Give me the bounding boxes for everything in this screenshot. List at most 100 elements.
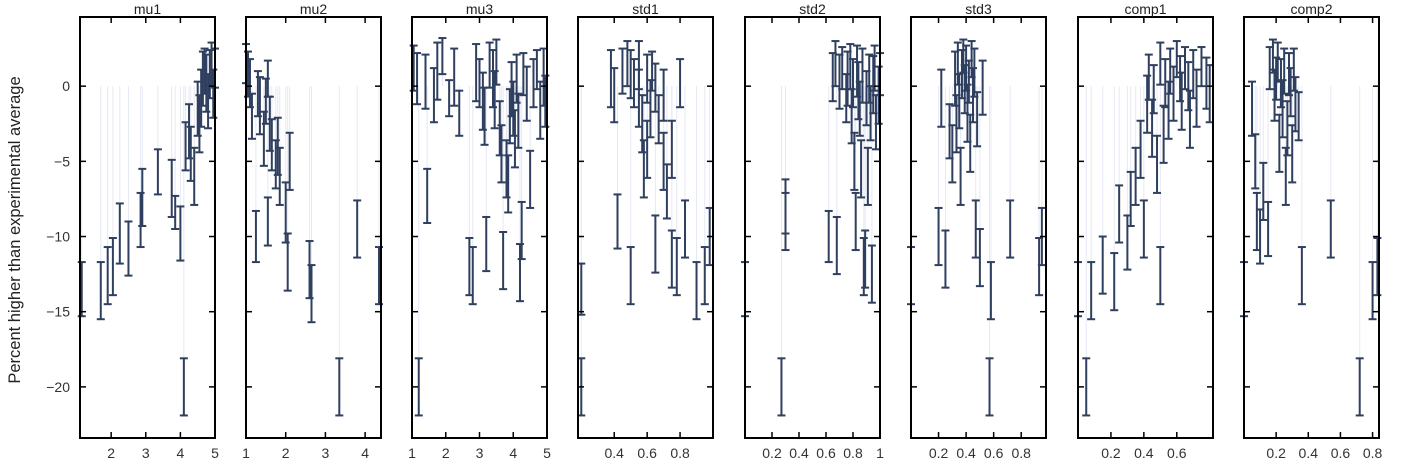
error-bar	[522, 65, 531, 122]
panel-title: mu3	[466, 1, 493, 17]
panel-title: mu1	[134, 1, 161, 17]
error-bar	[824, 209, 833, 264]
error-bar	[482, 215, 491, 273]
error-bar	[667, 229, 676, 289]
error-bar	[1184, 61, 1193, 112]
error-bar	[504, 154, 513, 214]
error-bar	[468, 246, 477, 306]
error-bar	[626, 246, 635, 306]
error-bar	[492, 38, 501, 86]
error-bar	[1006, 199, 1015, 259]
panel-frame	[79, 16, 216, 439]
error-bar	[514, 92, 523, 149]
x-tick-label: 0.2	[1101, 445, 1121, 461]
error-bar	[937, 68, 946, 128]
error-bar	[838, 46, 847, 91]
x-tick-label: 1	[876, 445, 884, 461]
error-bar	[285, 131, 294, 191]
error-bar	[1156, 41, 1165, 86]
x-tick-label: 1	[242, 445, 250, 461]
error-bar	[973, 91, 982, 148]
error-bar	[77, 261, 86, 318]
error-bar	[692, 261, 701, 321]
x-tick-label: 0.4	[789, 445, 809, 461]
error-bar	[413, 52, 422, 106]
error-bar	[953, 41, 962, 86]
error-bar	[859, 237, 868, 297]
error-bar	[858, 47, 867, 104]
x-tick-label: 0.4	[1134, 445, 1154, 461]
error-bar	[108, 237, 117, 297]
error-bar	[502, 139, 511, 199]
panel-mu2: 1 2 3 4 mu2	[242, 1, 384, 461]
x-tick-label: 4	[509, 445, 517, 461]
error-bar	[978, 59, 987, 116]
error-bar	[136, 191, 145, 249]
error-bar	[1131, 146, 1140, 206]
x-tick-label: 3	[142, 445, 150, 461]
error-bar	[1164, 80, 1173, 140]
x-tick-label: 0.6	[1331, 445, 1351, 461]
x-tick-label: 0.8	[670, 445, 690, 461]
error-bar	[190, 146, 199, 206]
error-bar	[634, 40, 643, 91]
error-bar	[968, 67, 977, 124]
panel-mu1: 0 −5 −10 −15 −20 2 3 4 5 mu1	[46, 1, 219, 461]
error-bar	[433, 41, 442, 101]
error-bar	[700, 246, 709, 306]
error-bar	[1156, 246, 1165, 306]
error-bar	[1289, 47, 1298, 92]
error-bar	[1264, 200, 1273, 258]
error-bar	[1280, 47, 1289, 95]
error-bar	[423, 167, 432, 224]
error-bar	[438, 37, 447, 76]
error-bar	[1149, 64, 1158, 115]
error-bar	[497, 124, 506, 184]
error-bar	[948, 124, 957, 184]
error-bar	[445, 79, 454, 118]
panel-std1: 0.4 0.6 0.8 std1	[577, 1, 714, 461]
x-tick-label: 3	[476, 445, 484, 461]
error-bar	[541, 74, 550, 128]
x-tick-label: 0.2	[762, 445, 782, 461]
panel-title: std1	[632, 1, 659, 17]
error-bar	[849, 58, 857, 109]
error-bar	[646, 79, 655, 139]
error-bar	[96, 261, 105, 321]
panel-frame	[577, 16, 714, 439]
error-bar	[832, 215, 841, 276]
panel-frame	[744, 16, 881, 439]
error-bar	[941, 229, 950, 289]
error-bar	[851, 191, 860, 252]
error-bar	[307, 264, 316, 324]
error-bar	[255, 76, 264, 136]
error-bar	[777, 357, 786, 417]
error-bar	[842, 73, 851, 124]
error-bar	[480, 86, 489, 146]
panel-frame	[1243, 16, 1380, 439]
panel-std3: 0.2 0.4 0.6 0.8 std3	[907, 1, 1047, 461]
error-bar	[179, 357, 188, 417]
error-bar	[934, 206, 943, 267]
panel-title: std3	[965, 1, 992, 17]
error-bar	[863, 146, 872, 206]
error-bar	[1153, 134, 1162, 194]
error-bar	[283, 232, 292, 292]
x-tick-label: 0.6	[637, 445, 657, 461]
error-bar	[781, 191, 790, 252]
error-bar	[971, 199, 980, 259]
panels-group: 0 −5 −10 −15 −20 2 3 4 5 mu1 1 2 3 4 mu2 1 2 3 4 5 mu3 0.4 0.6…	[46, 1, 1382, 461]
error-bar	[153, 148, 162, 196]
error-bar	[618, 47, 627, 95]
error-bar	[956, 146, 965, 206]
panel-title: std2	[799, 1, 826, 17]
error-bar	[651, 214, 660, 274]
error-bar	[857, 139, 866, 199]
error-bar	[613, 193, 622, 250]
x-tick-label: 2	[282, 445, 290, 461]
panel-mu3: 1 2 3 4 5 mu3	[408, 1, 551, 461]
error-bar	[667, 119, 676, 179]
error-bar	[975, 228, 984, 288]
x-tick-label: 0.6	[816, 445, 836, 461]
